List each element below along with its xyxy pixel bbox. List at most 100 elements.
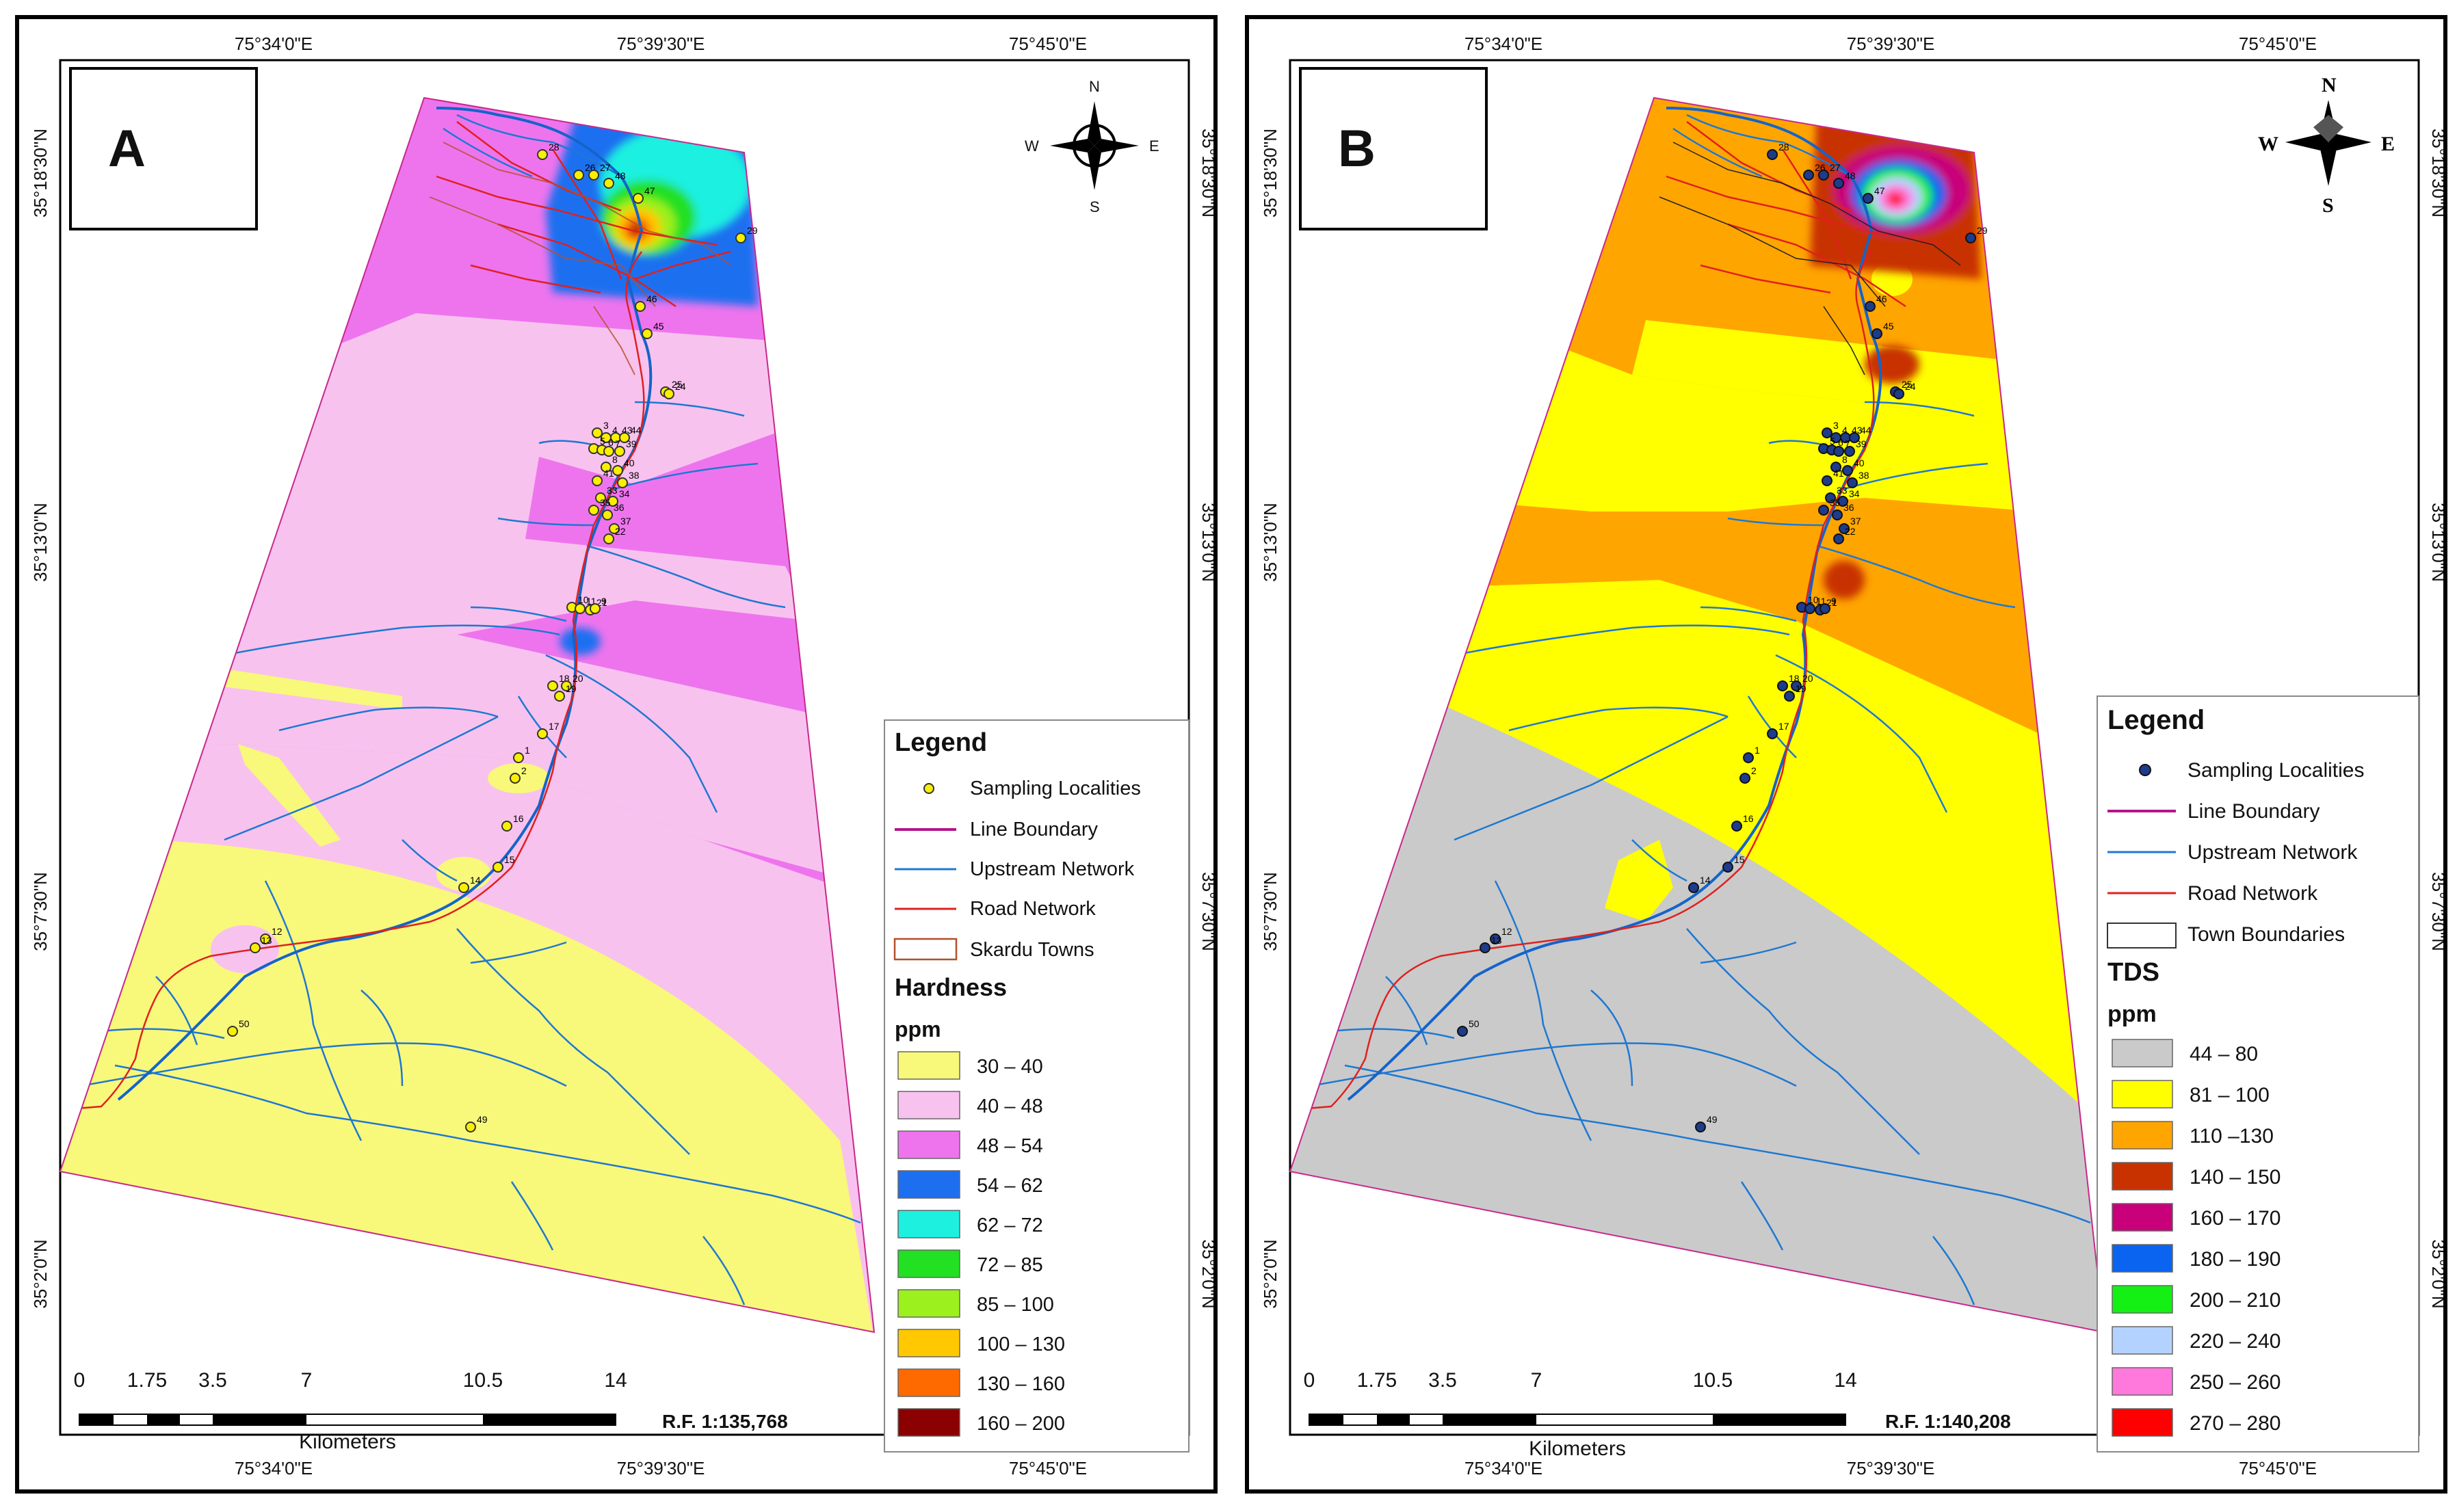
sampling-point-label: 12 — [1501, 926, 1512, 937]
legend-class-swatch — [897, 1130, 960, 1159]
sampling-point — [642, 328, 653, 339]
sampling-point — [1777, 680, 1788, 691]
sampling-point — [1863, 193, 1874, 204]
sampling-point — [1722, 862, 1733, 873]
legend-class-swatch — [897, 1329, 960, 1357]
sampling-point-label: 10 — [578, 594, 589, 605]
sampling-point — [1871, 328, 1882, 339]
sampling-point — [458, 882, 469, 893]
sampling-point-label: 28 — [1778, 142, 1789, 152]
sampling-point-label: 17 — [549, 721, 560, 732]
sampling-point — [1767, 728, 1778, 739]
compass-n: N — [2322, 74, 2337, 96]
legend-unit: ppm — [2107, 1001, 2157, 1027]
scale-tick-4: 10.5 — [463, 1369, 503, 1392]
sampling-point-label: 45 — [653, 321, 664, 332]
sampling-point — [1490, 933, 1501, 944]
sampling-point — [1819, 603, 1830, 614]
legend-class-label: 180 – 190 — [2190, 1248, 2281, 1271]
legend-item-towns: Skardu Towns — [970, 939, 1094, 961]
sampling-point-label: 47 — [644, 185, 655, 196]
sampling-point-label: 50 — [1469, 1018, 1480, 1029]
sampling-point-label: 7 — [615, 438, 620, 449]
sampling-point-label: 29 — [747, 225, 758, 236]
sampling-point-label: 4 — [612, 425, 618, 436]
sampling-point-label: 24 — [1905, 381, 1916, 392]
legend-classes: 44 – 80 81 – 100 110 –130 140 – 150 160 – 17… — [2112, 1039, 2281, 1437]
sampling-point-label: 37 — [620, 516, 631, 527]
legend-class-swatch — [2112, 1285, 2173, 1314]
sampling-point-label: 50 — [239, 1018, 250, 1029]
sampling-point — [735, 233, 746, 243]
sampling-point-label: 6 — [1838, 437, 1843, 448]
sampling-point-label: 8 — [612, 454, 618, 465]
sampling-point — [588, 170, 599, 181]
sampling-point-label: 8 — [1842, 454, 1848, 465]
legend-class-label: 220 – 240 — [2190, 1330, 2281, 1353]
sampling-point — [501, 821, 512, 832]
coord-left-1: 35°18'30"N — [1260, 129, 1280, 217]
legend-class-swatch — [2112, 1080, 2173, 1109]
sampling-point-label: 7 — [1845, 438, 1850, 449]
sampling-point-label: 25 — [672, 379, 683, 390]
legend-class-swatch — [897, 1368, 960, 1397]
coord-right-3: 35°7'30"N — [2428, 872, 2443, 951]
sampling-point — [609, 523, 620, 534]
sampling-point-label: 37 — [1850, 516, 1861, 527]
legend-class-swatch — [2112, 1408, 2173, 1437]
main-river — [117, 107, 653, 1101]
sampling-point — [601, 462, 612, 473]
scale-tick-4: 10.5 — [1693, 1369, 1733, 1392]
sampling-point — [1688, 882, 1699, 893]
sampling-point-label: 35 — [1830, 497, 1841, 508]
sampling-point — [1822, 427, 1832, 438]
legend-class-label: 62 – 72 — [977, 1215, 1043, 1236]
coord-left-2: 35°13'0"N — [30, 503, 51, 582]
legend-item-boundary: Line Boundary — [2187, 800, 2320, 823]
scale-tick-0: 0 — [1304, 1369, 1315, 1392]
sampling-point — [603, 446, 614, 457]
sampling-point-label: 20 — [1802, 673, 1813, 684]
sampling-point — [260, 933, 271, 944]
coord-left-2: 35°13'0"N — [1260, 503, 1280, 582]
legend-item-sampling: Sampling Localities — [2187, 759, 2364, 782]
sampling-point-label: 38 — [629, 470, 640, 481]
legend-class-label: 72 – 85 — [977, 1254, 1043, 1276]
sampling-point — [592, 475, 603, 486]
sampling-point-label: 3 — [603, 420, 609, 431]
legend-class-swatch — [897, 1051, 960, 1080]
coord-left-1: 35°18'30"N — [30, 129, 51, 217]
sampling-point — [547, 680, 558, 691]
sampling-point-label: 17 — [1778, 721, 1789, 732]
legend-class-swatch — [2112, 1326, 2173, 1355]
sampling-point — [1847, 477, 1858, 488]
legend-class-label: 54 – 62 — [977, 1175, 1043, 1197]
scale-tick-1: 1.75 — [1357, 1369, 1397, 1392]
sampling-point — [1803, 170, 1814, 181]
coord-top-2: 75°39'30"E — [1847, 34, 1935, 54]
compass-s: S — [1090, 198, 1100, 215]
legend-class-swatch — [2112, 1203, 2173, 1232]
sampling-point-label: 16 — [1743, 813, 1754, 824]
legend-class-label: 44 – 80 — [2190, 1043, 2258, 1065]
scale-tick-1: 1.75 — [127, 1369, 167, 1392]
sampling-point-label: 15 — [504, 854, 515, 865]
sampling-point-label: 5 — [1830, 436, 1835, 447]
sampling-point — [1842, 465, 1853, 476]
coord-top-3: 75°45'0"E — [1009, 34, 1087, 54]
sampling-point — [1818, 505, 1829, 516]
sampling-point — [250, 942, 261, 953]
legend-class-label: 200 – 210 — [2190, 1289, 2281, 1312]
sampling-point-label: 1 — [525, 745, 530, 756]
scale-unit: Kilometers — [299, 1431, 396, 1453]
coord-right-4: 35°2'0"N — [1198, 1239, 1213, 1308]
legend-title: Legend — [2107, 705, 2205, 735]
coord-right-1: 35°18'30"N — [1198, 129, 1213, 217]
legend-class-swatch — [897, 1210, 960, 1238]
sampling-point — [602, 509, 613, 520]
sampling-point-label: 40 — [624, 457, 635, 468]
scale-bar: 0 1.75 3.5 7 10.5 14 Kilometers R.F. 1:1… — [1304, 1369, 2011, 1460]
legend-item-road: Road Network — [970, 898, 1096, 920]
coord-bottom-2: 75°39'30"E — [1847, 1458, 1935, 1478]
